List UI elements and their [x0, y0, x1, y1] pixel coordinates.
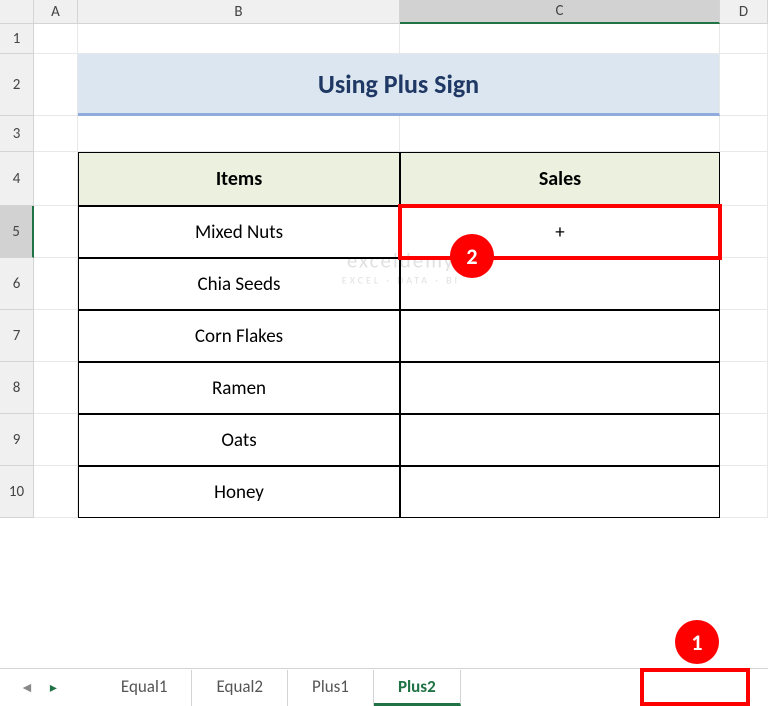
- table-cell-item-0[interactable]: Mixed Nuts: [78, 206, 400, 258]
- cell-C3[interactable]: [400, 116, 720, 152]
- cell-C1[interactable]: [400, 24, 720, 54]
- table-cell-sales-2[interactable]: [400, 310, 720, 362]
- row-header-9[interactable]: 9: [0, 414, 34, 466]
- table-cell-item-3[interactable]: Ramen: [78, 362, 400, 414]
- cell-D8[interactable]: [720, 362, 768, 414]
- tab-nav-next-icon[interactable]: ▸: [50, 679, 57, 696]
- row-header-10[interactable]: 10: [0, 466, 34, 518]
- tab-plus1[interactable]: Plus1: [288, 670, 374, 706]
- cell-D2[interactable]: [720, 54, 768, 116]
- table-cell-sales-1[interactable]: [400, 258, 720, 310]
- cell-D7[interactable]: [720, 310, 768, 362]
- sheet-tabs-bar: ◄ ▸ Equal1Equal2Plus1Plus2: [0, 668, 768, 706]
- callout-2: 2: [450, 234, 494, 278]
- spreadsheet-view: ABCD 12345678910 exceldemy EXCEL · DATA …: [0, 0, 768, 706]
- table-cell-sales-5[interactable]: [400, 466, 720, 518]
- cell-A5[interactable]: [34, 206, 78, 258]
- cell-D10[interactable]: [720, 466, 768, 518]
- cells-area[interactable]: exceldemy EXCEL · DATA · BI Using Plus S…: [34, 24, 768, 518]
- col-header-C[interactable]: C: [400, 0, 720, 24]
- table-cell-item-2[interactable]: Corn Flakes: [78, 310, 400, 362]
- cell-D6[interactable]: [720, 258, 768, 310]
- cell-A8[interactable]: [34, 362, 78, 414]
- cell-D4[interactable]: [720, 152, 768, 206]
- row-header-8[interactable]: 8: [0, 362, 34, 414]
- cell-A6[interactable]: [34, 258, 78, 310]
- cell-B3[interactable]: [78, 116, 400, 152]
- row-header-2[interactable]: 2: [0, 54, 34, 116]
- tab-plus2[interactable]: Plus2: [374, 670, 461, 706]
- cell-A10[interactable]: [34, 466, 78, 518]
- callout-1: 1: [675, 620, 719, 664]
- row-header-1[interactable]: 1: [0, 24, 34, 54]
- cell-D1[interactable]: [720, 24, 768, 54]
- select-all-corner[interactable]: [0, 0, 34, 24]
- col-header-D[interactable]: D: [720, 0, 768, 24]
- cell-A7[interactable]: [34, 310, 78, 362]
- row-header-6[interactable]: 6: [0, 258, 34, 310]
- col-header-A[interactable]: A: [34, 0, 78, 24]
- cell-A9[interactable]: [34, 414, 78, 466]
- cell-A3[interactable]: [34, 116, 78, 152]
- cell-A2[interactable]: [34, 54, 78, 116]
- col-header-B[interactable]: B: [78, 0, 400, 24]
- table-cell-item-4[interactable]: Oats: [78, 414, 400, 466]
- table-cell-sales-3[interactable]: [400, 362, 720, 414]
- row-header-5[interactable]: 5: [0, 206, 34, 258]
- cell-D5[interactable]: [720, 206, 768, 258]
- row-header-4[interactable]: 4: [0, 152, 34, 206]
- cell-A1[interactable]: [34, 24, 78, 54]
- page-title: Using Plus Sign: [78, 54, 720, 116]
- tab-equal1[interactable]: Equal1: [97, 670, 193, 706]
- tab-nav-prev-icon[interactable]: ◄: [20, 679, 34, 696]
- tab-nav: ◄ ▸: [20, 679, 57, 696]
- cell-A4[interactable]: [34, 152, 78, 206]
- cell-B1[interactable]: [78, 24, 400, 54]
- table-header-sales: Sales: [400, 152, 720, 206]
- cell-D3[interactable]: [720, 116, 768, 152]
- table-cell-sales-4[interactable]: [400, 414, 720, 466]
- cell-D9[interactable]: [720, 414, 768, 466]
- tab-equal2[interactable]: Equal2: [192, 670, 288, 706]
- row-headers: 12345678910: [0, 24, 34, 518]
- table-cell-item-5[interactable]: Honey: [78, 466, 400, 518]
- row-header-3[interactable]: 3: [0, 116, 34, 152]
- table-header-items: Items: [78, 152, 400, 206]
- column-headers: ABCD: [0, 0, 768, 24]
- table-cell-item-1[interactable]: Chia Seeds: [78, 258, 400, 310]
- table-cell-sales-0[interactable]: +: [400, 206, 720, 258]
- row-header-7[interactable]: 7: [0, 310, 34, 362]
